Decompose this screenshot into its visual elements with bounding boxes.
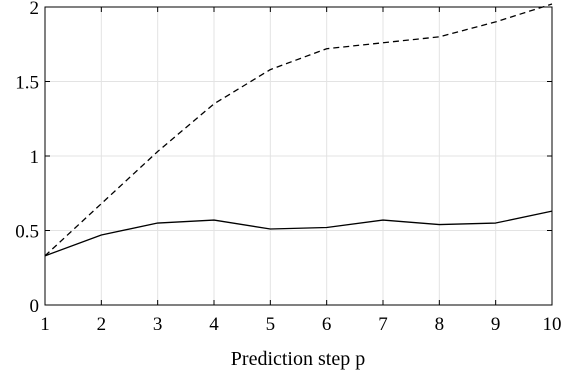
x-axis-label: Prediction step p [231, 348, 365, 370]
series-layer [44, 3, 553, 257]
x-tick-label: 10 [543, 314, 562, 335]
x-tick-label: 5 [266, 314, 276, 335]
y-tick-label: 1.5 [15, 73, 39, 94]
x-tick-label: 4 [209, 314, 219, 335]
y-tick-label: 0 [30, 296, 40, 317]
y-tick-label: 2 [30, 0, 40, 19]
x-tick-label: 1 [40, 314, 50, 335]
y-tick-label: 1 [30, 147, 40, 168]
x-tick-label: 2 [97, 314, 107, 335]
x-tick-label: 8 [435, 314, 445, 335]
y-tick-label: 0.5 [15, 222, 39, 243]
x-tick-label: 6 [322, 314, 332, 335]
solid-series-line [44, 210, 553, 257]
x-tick-label: 7 [378, 314, 388, 335]
x-tick-label: 9 [491, 314, 501, 335]
tick-layer: 1 2 3 4 5 6 7 8 9 10 0 0.5 1 1.5 2 [15, 0, 561, 335]
grid-layer [44, 6, 553, 306]
dashed-series-line [44, 3, 553, 257]
x-tick-label: 3 [153, 314, 163, 335]
